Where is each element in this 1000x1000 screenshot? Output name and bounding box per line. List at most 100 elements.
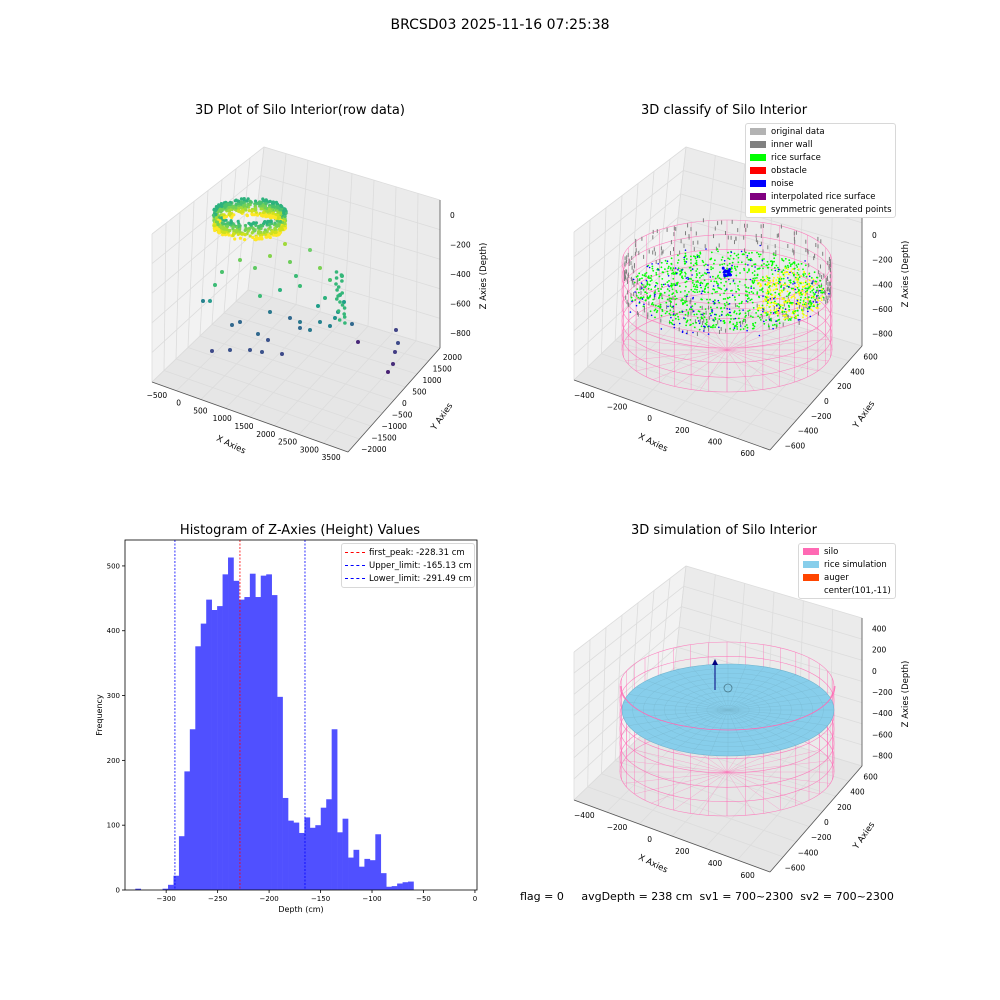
inner-wall-point [745,319,746,323]
inner-wall-point [717,320,719,325]
rice-point [787,319,790,321]
data-point [336,309,341,313]
scatter-points [201,197,400,374]
data-point [298,326,302,330]
x-tick-label: −200 [607,403,628,412]
rice-point [699,251,702,254]
data-point [260,350,264,354]
rice-point [746,326,749,329]
data-point [393,350,397,354]
inner-wall-point [641,236,643,241]
data-point [248,226,252,230]
rice-point [709,312,711,315]
inner-wall-point [627,290,629,295]
silo-wire [652,349,728,380]
rice-point [739,272,741,274]
rice-point [703,316,706,319]
rice-point [716,306,718,309]
data-point [396,341,400,345]
rice-point [642,288,645,291]
inner-wall-point [660,246,662,251]
legend-item: auger [799,571,895,584]
data-point [217,230,221,234]
data-point [277,232,281,236]
inner-wall-point [630,293,632,298]
grid-line [391,186,397,334]
rice-point [710,266,712,268]
grid-line [211,324,406,388]
data-point [318,320,322,324]
data-point [245,199,249,203]
y-tick-label: 2000 [443,353,462,362]
inner-wall-point [783,302,785,307]
inner-wall-point [638,251,640,256]
figure-title: BRCSD03 2025-11-16 07:25:38 [390,17,610,33]
data-point [234,206,238,210]
inner-wall-point [627,252,629,257]
rice-point [696,291,699,293]
inner-wall-point [775,250,777,255]
inner-wall-point [718,243,720,248]
data-point [250,231,254,235]
rice-point [714,318,717,321]
y-tick-label: 0 [824,397,829,406]
z-axis-label: Z Axies (Depth) [479,243,489,310]
data-point [294,274,298,278]
inner-wall-point [737,228,739,233]
inner-wall-point [679,250,681,255]
inner-wall-point [799,304,800,309]
rice-point [700,325,703,328]
rice-point [669,305,672,307]
data-point [236,209,240,213]
data-point [316,304,320,308]
rice-point [691,282,694,284]
inner-wall-point [656,229,658,234]
inner-wall-point [829,286,831,291]
data-point [211,213,216,217]
x-tick-label: 600 [741,871,756,880]
inner-wall-point [636,311,638,315]
data-point [308,248,312,252]
inner-wall-point [634,251,636,256]
inner-wall-point [825,295,827,300]
data-point [227,233,231,237]
data-point [237,207,241,211]
z-tick-label: −600 [872,730,893,739]
rice-point [635,295,638,297]
rice-point [782,277,785,280]
inner-wall-point [633,269,635,274]
x-tick-label: 200 [675,426,690,435]
inner-wall-point [785,311,787,316]
grid-line [151,232,441,324]
silo-wire [726,349,829,362]
x-axis-label: X Axies [637,853,670,876]
grid-line [415,193,419,341]
inner-wall-point [644,305,645,310]
pane-floor [152,290,440,452]
silo-wire [674,349,728,387]
inner-wall-point [633,292,635,296]
inner-wall-point [702,218,704,223]
data-point [323,296,327,300]
grid-line [175,358,372,427]
silo-wire [625,349,728,362]
y-tick-label: 600 [863,352,878,361]
inner-wall-point [782,322,784,327]
inner-wall-point [829,274,831,279]
data-point [269,220,273,224]
inner-wall-point [829,288,830,293]
silo-wire [726,349,780,387]
inner-wall-point [690,298,692,303]
data-point [340,303,345,307]
data-point [254,221,258,225]
y-tick-label: 1000 [422,376,441,385]
inner-wall-point [730,235,732,240]
inner-wall-point [661,293,663,298]
rice-point [649,280,652,282]
data-point [210,349,214,353]
data-point [220,230,224,234]
rice-point [732,329,735,331]
data-point [276,211,280,215]
rice-point [651,265,654,268]
